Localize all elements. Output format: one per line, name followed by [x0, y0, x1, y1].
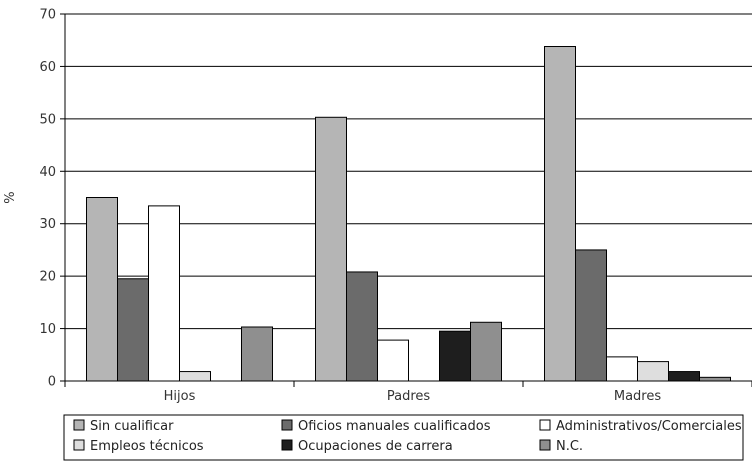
legend-swatch: [539, 439, 551, 451]
bar: [346, 271, 378, 382]
y-tick-label: 50: [39, 112, 56, 127]
legend-label: Sin cualificar: [90, 419, 174, 434]
bar: [148, 205, 180, 382]
x-tick-label: Padres: [387, 389, 431, 404]
bar: [315, 116, 347, 382]
legend-box: [63, 414, 744, 461]
bar: [377, 339, 409, 382]
legend-swatch: [281, 439, 293, 451]
y-tick-label: 60: [39, 60, 56, 75]
bar: [86, 197, 118, 382]
legend-swatch: [73, 419, 85, 431]
legend-swatch: [73, 439, 85, 451]
legend-label: Oficios manuales cualificados: [298, 419, 491, 434]
bar: [470, 321, 502, 382]
x-tick-labels: Hijos Padres Madres: [164, 389, 662, 404]
bars: [86, 46, 731, 382]
y-tick-label: 40: [39, 165, 56, 180]
axes: [60, 13, 752, 387]
legend-label: Empleos técnicos: [90, 439, 204, 454]
bar: [668, 371, 700, 382]
y-tick-label: 10: [39, 322, 56, 337]
legend-label: N.C.: [556, 439, 583, 454]
y-tick-label: 0: [48, 375, 56, 390]
y-tick-label: 30: [39, 217, 56, 232]
y-tick-label: 20: [39, 270, 56, 285]
x-tick-label: Hijos: [164, 389, 196, 404]
bar: [179, 371, 211, 382]
bar: [241, 326, 273, 382]
bar: [699, 376, 731, 382]
y-tick-labels: 0 10 20 30 40 50 60 70: [39, 8, 56, 390]
bar: [439, 330, 471, 382]
x-tick-label: Madres: [614, 389, 661, 404]
y-tick-label: 70: [39, 8, 56, 23]
legend: Sin cualificar Oficios manuales cualifica…: [63, 414, 744, 461]
bar: [575, 249, 607, 382]
bar: [637, 361, 669, 382]
y-axis-label: %: [3, 191, 18, 203]
bar: [117, 278, 149, 382]
legend-label: Ocupaciones de carrera: [298, 439, 453, 454]
legend-swatch: [539, 419, 551, 431]
bar: [606, 356, 638, 382]
legend-swatch: [281, 419, 293, 431]
bar: [544, 46, 576, 382]
legend-label: Administrativos/Comerciales: [556, 419, 742, 434]
